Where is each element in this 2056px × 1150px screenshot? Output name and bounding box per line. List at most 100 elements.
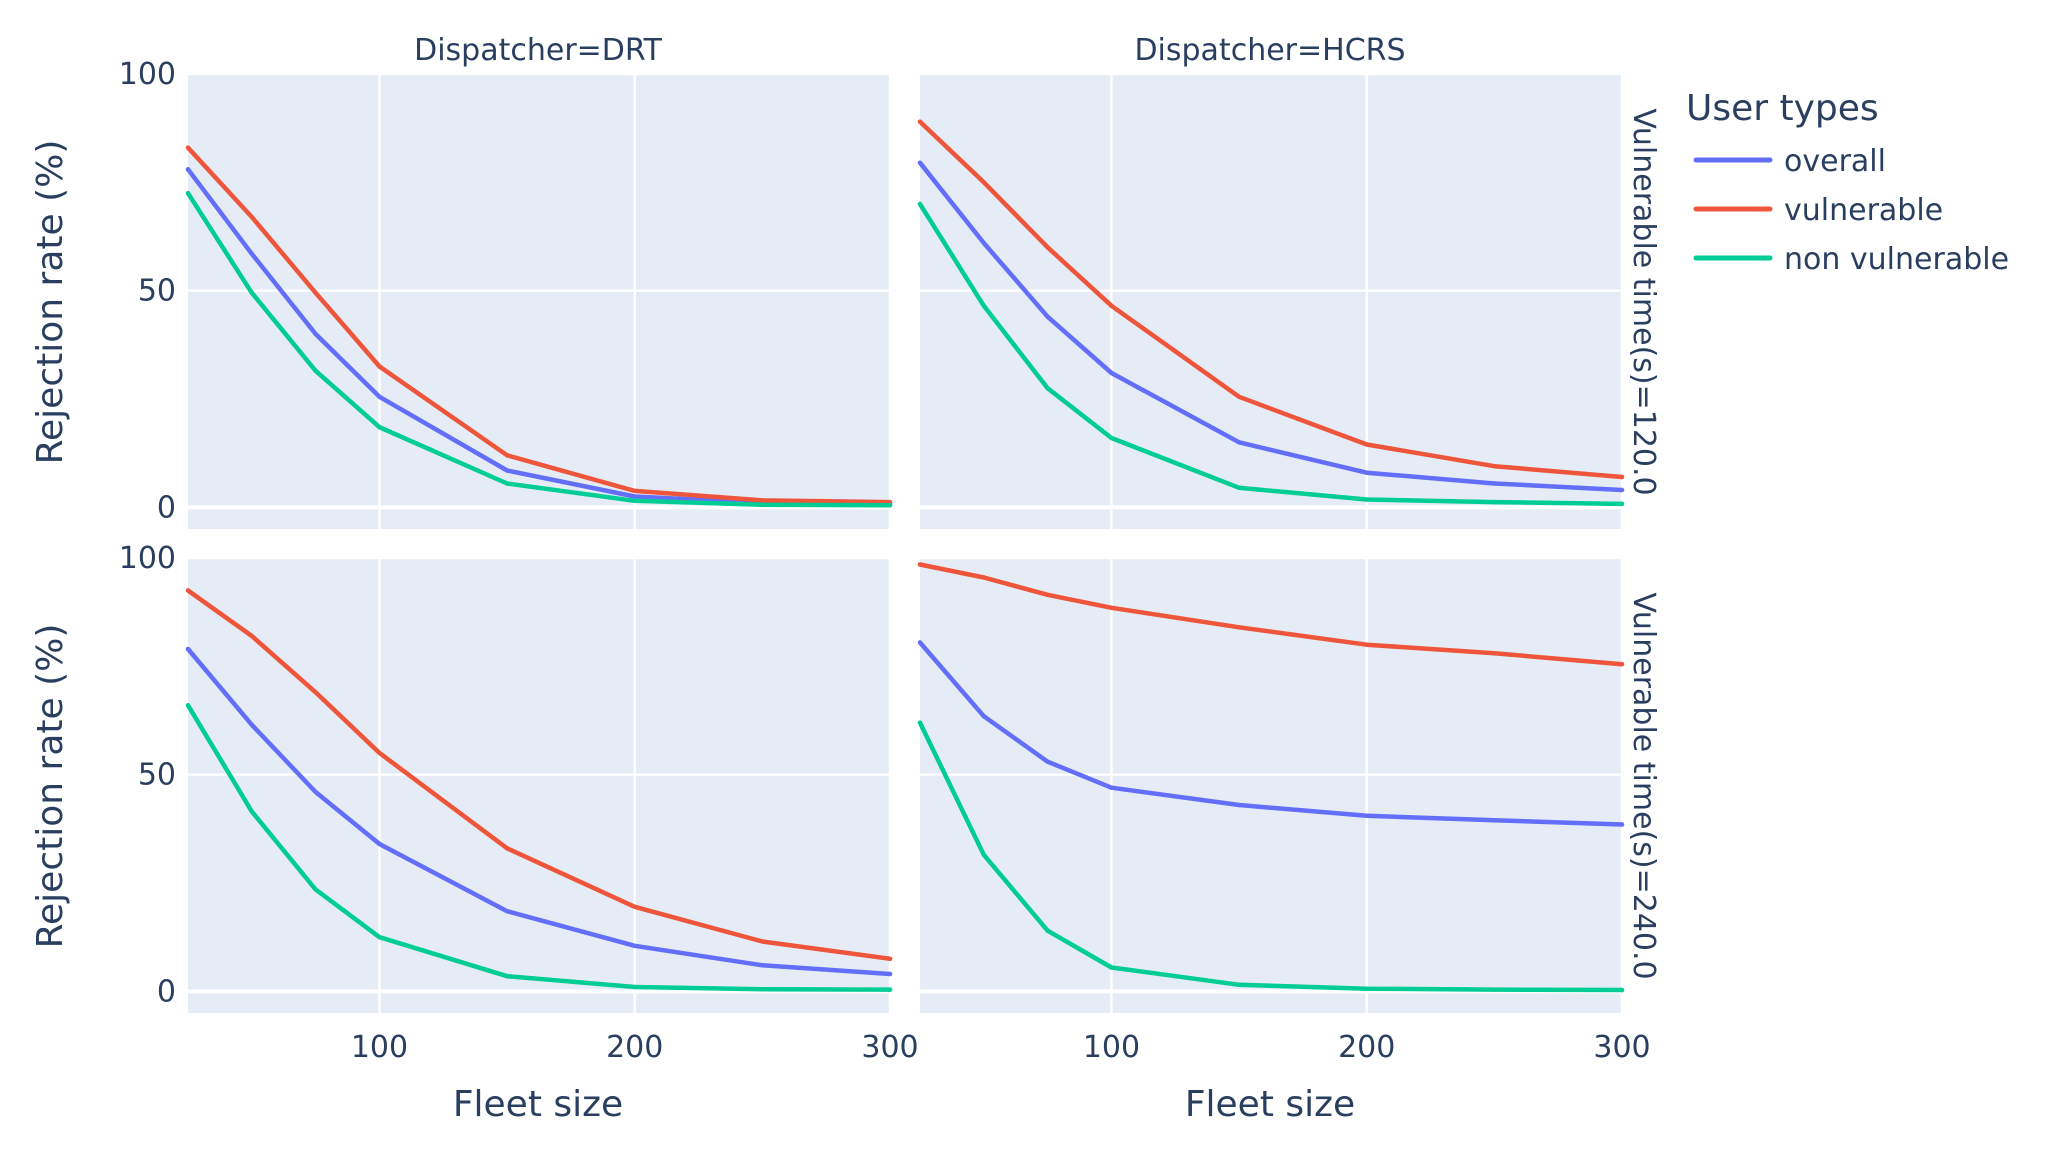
data-point-non-vulnerable — [1045, 385, 1050, 391]
data-point-non-vulnerable — [1492, 987, 1497, 992]
data-point-vulnerable — [1236, 625, 1242, 630]
data-point-vulnerable — [1619, 474, 1625, 480]
data-point-overall — [377, 841, 382, 847]
x-tick-label: 200 — [606, 1030, 663, 1065]
data-point-overall — [1109, 785, 1114, 790]
legend-label-overall: overall — [1784, 144, 1886, 179]
legend-label-non-vulnerable: non vulnerable — [1784, 242, 2009, 277]
data-point-non-vulnerable — [887, 987, 893, 992]
series-line-overall — [917, 640, 1625, 827]
y-tick-label: 0 — [157, 490, 176, 525]
data-point-overall — [185, 646, 191, 652]
data-point-overall — [249, 722, 255, 728]
data-point-vulnerable — [632, 904, 637, 910]
data-point-overall — [981, 713, 987, 719]
legend-item-overall[interactable]: overall — [1693, 144, 1886, 179]
panel-background — [188, 74, 890, 529]
y-tick-label: 50 — [138, 758, 176, 793]
data-point-overall — [887, 971, 893, 977]
data-point-overall — [917, 640, 923, 645]
data-point-non-vulnerable — [760, 502, 765, 507]
panel-background — [920, 558, 1622, 1013]
data-point-non-vulnerable — [504, 481, 510, 486]
data-point-vulnerable — [249, 633, 255, 639]
series-line-non-vulnerable — [185, 190, 893, 508]
data-point-overall — [917, 160, 923, 166]
data-point-non-vulnerable — [504, 973, 510, 979]
data-point-non-vulnerable — [313, 887, 318, 892]
data-point-non-vulnerable — [887, 502, 893, 508]
legend-title: User types — [1686, 88, 1879, 129]
data-point-non-vulnerable — [760, 986, 765, 992]
data-point-overall — [1364, 813, 1369, 819]
data-point-vulnerable — [760, 939, 765, 944]
data-point-non-vulnerable — [632, 498, 637, 504]
data-point-non-vulnerable — [1236, 485, 1242, 491]
data-point-overall — [249, 251, 255, 257]
data-point-non-vulnerable — [1364, 497, 1369, 502]
data-point-non-vulnerable — [377, 934, 382, 940]
data-point-vulnerable — [981, 575, 987, 580]
series-line-vulnerable — [917, 119, 1625, 480]
series-line-overall — [185, 646, 893, 977]
data-point-vulnerable — [1045, 245, 1050, 250]
data-point-overall — [1492, 817, 1497, 823]
panel-r1c0: 0 50 100 100 200 300 — [119, 541, 919, 1065]
data-point-vulnerable — [313, 290, 318, 296]
data-point-vulnerable — [377, 750, 382, 756]
x-axis-title-left: Fleet size — [453, 1084, 623, 1125]
x-tick-label: 300 — [1593, 1030, 1650, 1065]
data-point-vulnerable — [1236, 394, 1242, 400]
data-point-overall — [760, 963, 765, 968]
data-point-overall — [185, 167, 191, 172]
data-point-vulnerable — [917, 562, 923, 567]
data-point-overall — [1236, 440, 1242, 445]
legend-item-non-vulnerable[interactable]: non vulnerable — [1693, 242, 2009, 277]
data-point-non-vulnerable — [1236, 982, 1242, 988]
labels-layer: Dispatcher=DRT Dispatcher=HCRS Vulnerabl… — [30, 33, 1661, 1125]
data-point-vulnerable — [1045, 592, 1050, 598]
legend-label-vulnerable: vulnerable — [1784, 193, 1943, 228]
data-point-non-vulnerable — [249, 290, 255, 296]
data-point-overall — [377, 394, 382, 400]
series-line-non-vulnerable — [185, 703, 893, 992]
data-point-non-vulnerable — [313, 368, 318, 374]
data-point-vulnerable — [1619, 661, 1625, 667]
data-point-non-vulnerable — [917, 201, 923, 207]
data-point-overall — [1364, 470, 1369, 475]
data-point-non-vulnerable — [981, 852, 987, 858]
panel-r1c1: 100 200 300 — [917, 556, 1651, 1065]
data-point-vulnerable — [887, 956, 893, 962]
data-point-vulnerable — [917, 119, 923, 124]
data-point-non-vulnerable — [632, 984, 637, 990]
data-point-vulnerable — [1109, 303, 1114, 309]
data-point-non-vulnerable — [185, 703, 191, 708]
legend[interactable]: User types overall vulnerable non vulner… — [1686, 88, 2009, 277]
series-line-overall — [917, 160, 1625, 493]
data-point-non-vulnerable — [981, 303, 987, 309]
data-point-non-vulnerable — [1045, 928, 1050, 933]
data-point-overall — [981, 240, 987, 246]
y-tick-label: 100 — [119, 57, 176, 92]
y-axis-title-top: Rejection rate (%) — [30, 140, 71, 465]
data-point-vulnerable — [377, 364, 382, 369]
data-point-non-vulnerable — [249, 809, 255, 814]
data-point-overall — [632, 943, 637, 949]
data-point-overall — [632, 494, 637, 499]
x-tick-label: 100 — [351, 1030, 408, 1065]
data-point-overall — [1236, 802, 1242, 808]
panel-background — [188, 558, 890, 1013]
y-tick-label: 50 — [138, 274, 176, 309]
data-point-overall — [1492, 481, 1497, 486]
data-point-vulnerable — [313, 690, 318, 695]
x-tick-label: 200 — [1338, 1030, 1395, 1065]
data-point-overall — [504, 468, 510, 473]
data-point-vulnerable — [1364, 642, 1369, 647]
col-facet-label-hcrs: Dispatcher=HCRS — [1134, 33, 1405, 68]
data-point-vulnerable — [632, 488, 637, 494]
panel-r0c0: 0 50 100 — [119, 57, 893, 529]
x-axis-title-right: Fleet size — [1185, 1084, 1355, 1125]
data-point-non-vulnerable — [1109, 965, 1114, 970]
legend-item-vulnerable[interactable]: vulnerable — [1693, 193, 1943, 228]
